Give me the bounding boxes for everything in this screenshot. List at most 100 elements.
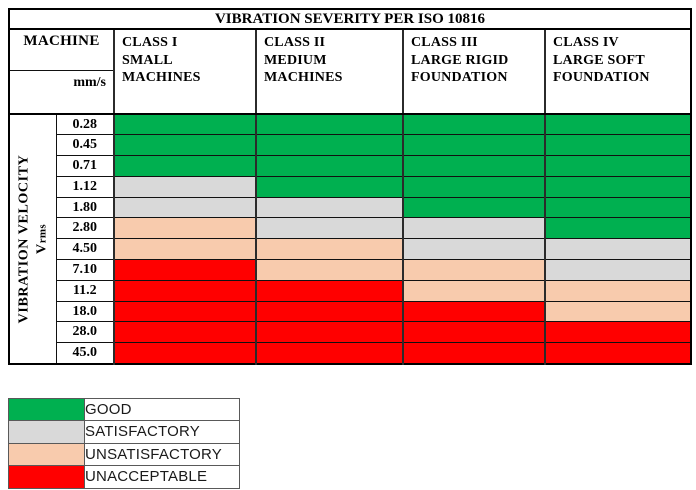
severity-cell-unsatisfactory: [544, 300, 692, 323]
unit-label: mm/s: [73, 75, 106, 90]
severity-legend: GOOD SATISFACTORY UNSATISFACTORY UNACCEPTAB…: [8, 397, 240, 489]
class-header-line: LARGE SOFT: [553, 52, 645, 68]
legend-label: UNSATISFACTORY: [84, 442, 240, 467]
severity-cell-unacceptable: [402, 321, 546, 344]
velocity-value: 1.80: [55, 196, 115, 219]
legend-row: SATISFACTORY: [8, 420, 240, 444]
table-row: 4.50: [9, 238, 692, 261]
severity-cell-unacceptable: [113, 279, 257, 302]
severity-cell-satisfactory: [255, 217, 404, 240]
legend-label: UNACCEPTABLE: [84, 465, 240, 489]
legend-swatch-satisfactory: [8, 420, 85, 444]
velocity-value: 11.2: [55, 279, 115, 302]
machine-label: MACHINE: [10, 30, 113, 71]
legend-row: UNACCEPTABLE: [8, 465, 240, 489]
class-header-line: CLASS III: [411, 35, 478, 50]
vibration-severity-table: VIBRATION SEVERITY PER ISO 10816 MACHINE…: [8, 8, 692, 365]
class-header-2: CLASS II MEDIUM MACHINES: [255, 28, 404, 115]
severity-cell-unsatisfactory: [113, 238, 257, 261]
severity-cell-good: [402, 155, 546, 177]
velocity-value: 0.28: [55, 113, 115, 136]
severity-cell-unsatisfactory: [402, 279, 546, 302]
table-row: 28.0: [9, 321, 692, 344]
class-header-line: FOUNDATION: [553, 70, 650, 86]
severity-cell-good: [255, 113, 404, 136]
severity-cell-good: [402, 175, 546, 198]
severity-cell-good: [544, 217, 692, 240]
velocity-value: 18.0: [55, 300, 115, 323]
severity-cell-good: [402, 134, 546, 157]
severity-cell-good: [113, 134, 257, 157]
severity-cell-satisfactory: [402, 217, 546, 240]
severity-cell-satisfactory: [255, 196, 404, 219]
severity-cell-good: [402, 113, 546, 136]
table-row: 45.0: [9, 342, 692, 365]
severity-cell-good: [255, 134, 404, 157]
severity-cell-unacceptable: [113, 342, 257, 365]
class-header-line: SMALL: [122, 52, 173, 68]
class-header-1: CLASS I SMALL MACHINES: [113, 28, 257, 115]
y-axis-symbol: V: [33, 243, 49, 254]
severity-cell-good: [255, 175, 404, 198]
machine-header-cell: MACHINE mm/s: [8, 28, 115, 115]
legend-swatch-good: [8, 397, 85, 422]
velocity-value: 1.12: [55, 175, 115, 198]
class-header-line: MACHINES: [264, 70, 343, 86]
severity-cell-satisfactory: [544, 238, 692, 261]
severity-cell-good: [544, 196, 692, 219]
table-title: VIBRATION SEVERITY PER ISO 10816: [8, 8, 692, 30]
severity-cell-unacceptable: [255, 279, 404, 302]
severity-cell-unsatisfactory: [255, 238, 404, 261]
severity-cell-unacceptable: [255, 342, 404, 365]
table-row: 11.2: [9, 279, 692, 302]
severity-cell-good: [113, 113, 257, 136]
legend-label: SATISFACTORY: [84, 420, 240, 444]
severity-cell-satisfactory: [402, 238, 546, 261]
severity-body: VIBRATION VELOCITY Vrms 0.28 0.45 0.71 1.12 1.…: [8, 113, 692, 365]
legend-row: GOOD: [8, 397, 240, 422]
severity-cell-unacceptable: [113, 259, 257, 281]
severity-cell-unsatisfactory: [402, 259, 546, 281]
class-header-line: FOUNDATION: [411, 70, 508, 86]
severity-cell-satisfactory: [544, 259, 692, 281]
severity-cell-good: [544, 175, 692, 198]
severity-cell-unacceptable: [544, 342, 692, 365]
class-header-line: CLASS II: [264, 35, 326, 50]
class-header-line: CLASS IV: [553, 35, 619, 50]
class-header-line: MACHINES: [122, 70, 201, 86]
legend-body: GOOD SATISFACTORY UNSATISFACTORY UNACCEPTAB…: [8, 397, 240, 489]
class-header-line: MEDIUM: [264, 52, 327, 68]
severity-cell-unacceptable: [113, 321, 257, 344]
severity-cell-good: [255, 155, 404, 177]
class-header-line: CLASS I: [122, 35, 178, 50]
class-header-3: CLASS III LARGE RIGID FOUNDATION: [402, 28, 546, 115]
severity-cell-good: [544, 113, 692, 136]
class-header-line: LARGE RIGID: [411, 52, 509, 68]
y-axis-label-text: VIBRATION VELOCITY: [16, 154, 32, 324]
y-axis-label: VIBRATION VELOCITY Vrms: [15, 115, 50, 363]
severity-cell-unsatisfactory: [544, 279, 692, 302]
severity-cell-unsatisfactory: [113, 217, 257, 240]
y-axis-label-cell: VIBRATION VELOCITY Vrms: [8, 113, 57, 365]
severity-cell-unacceptable: [113, 300, 257, 323]
velocity-value: 0.71: [55, 155, 115, 177]
legend-swatch-unsatisfactory: [8, 442, 85, 467]
severity-cell-unacceptable: [544, 321, 692, 344]
table-row: 18.0: [9, 300, 692, 323]
table-row: 0.71: [9, 155, 692, 177]
legend-row: UNSATISFACTORY: [8, 442, 240, 467]
table-row: 0.45: [9, 134, 692, 157]
velocity-value: 0.45: [55, 134, 115, 157]
velocity-value: 28.0: [55, 321, 115, 344]
title-row: VIBRATION SEVERITY PER ISO 10816: [8, 8, 692, 30]
severity-cell-good: [113, 155, 257, 177]
velocity-value: 7.10: [55, 259, 115, 281]
header-row: MACHINE mm/s CLASS I SMALL MACHINES CLAS…: [8, 28, 692, 115]
table-row: 2.80: [9, 217, 692, 240]
table-row: VIBRATION VELOCITY Vrms 0.28: [8, 113, 692, 365]
table-row: 1.12: [9, 175, 692, 198]
severity-cell-satisfactory: [113, 175, 257, 198]
velocity-value: 2.80: [55, 217, 115, 240]
velocity-value: 45.0: [55, 342, 115, 365]
